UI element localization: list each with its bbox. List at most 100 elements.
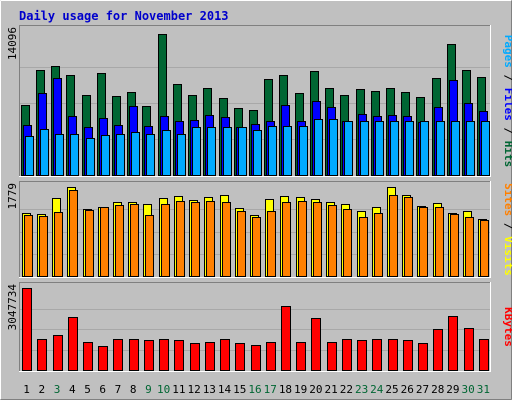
- bar-kbytes-day-20: [311, 318, 321, 371]
- bar-kbytes-day-29: [448, 316, 458, 371]
- panel-visits-series-label: Sites / Visits: [502, 183, 512, 276]
- bar-kbytes-day-17: [266, 342, 276, 371]
- panel-kbytes: 3047734 KBytes: [6, 282, 512, 372]
- day-label-29: 29: [446, 383, 459, 396]
- bar-pages-day-16: [253, 130, 262, 176]
- day-label-2: 2: [39, 383, 46, 396]
- bar-sites-day-12: [191, 202, 200, 277]
- bar-sites-day-29: [450, 214, 459, 277]
- bar-sites-day-16: [252, 217, 261, 277]
- bar-kbytes-day-30: [464, 328, 474, 371]
- panel-visits-series-label-part: Sites: [502, 183, 512, 216]
- day-label-10: 10: [157, 383, 170, 396]
- bar-kbytes-day-14: [220, 339, 230, 371]
- bar-sites-day-2: [39, 216, 48, 277]
- day-label-30: 30: [462, 383, 475, 396]
- panel-visits: 1779 Sites / Visits: [6, 181, 512, 278]
- bar-kbytes-day-10: [159, 339, 169, 371]
- bar-pages-day-29: [451, 121, 460, 176]
- bar-kbytes-day-7: [113, 339, 123, 371]
- panel-usage-series-label: Pages / Files / Hits: [502, 35, 512, 168]
- day-label-12: 12: [187, 383, 200, 396]
- bar-pages-day-1: [25, 136, 34, 176]
- bar-sites-day-27: [419, 207, 428, 277]
- bar-pages-day-27: [420, 121, 429, 176]
- bar-pages-day-18: [283, 126, 292, 176]
- bar-sites-day-5: [85, 210, 94, 277]
- day-label-7: 7: [115, 383, 122, 396]
- panel-usage-series-label-part: /: [502, 68, 512, 88]
- bar-kbytes-day-5: [83, 342, 93, 371]
- bar-pages-day-9: [146, 134, 155, 176]
- bar-sites-day-31: [480, 220, 489, 277]
- bar-kbytes-day-25: [388, 339, 398, 371]
- panel-visits-series-label-part: /: [502, 216, 512, 236]
- day-label-22: 22: [340, 383, 353, 396]
- day-label-3: 3: [54, 383, 61, 396]
- bar-kbytes-day-21: [327, 342, 337, 371]
- bar-pages-day-23: [360, 121, 369, 176]
- bar-kbytes-day-24: [372, 339, 382, 371]
- bar-sites-day-30: [465, 217, 474, 277]
- day-label-25: 25: [385, 383, 398, 396]
- bar-sites-day-14: [222, 202, 231, 277]
- panel-usage-ymax-label: 14096: [6, 27, 19, 60]
- day-labels: 1 2 3 4 5 6 7 8 9 10 11 12 13 14 15 16 17 18 19 20 21 22 23 24 2…: [23, 383, 490, 396]
- bar-pages-day-6: [101, 135, 110, 176]
- bar-sites-day-28: [435, 207, 444, 277]
- bar-kbytes-day-19: [296, 342, 306, 371]
- bar-pages-day-24: [375, 121, 384, 176]
- bar-sites-day-4: [69, 190, 78, 277]
- panel-usage: 14096 Pages / Files / Hits: [6, 25, 512, 177]
- bar-sites-day-17: [267, 211, 276, 277]
- bar-sites-day-8: [130, 204, 139, 277]
- bar-sites-day-3: [54, 212, 63, 277]
- bar-pages-day-26: [405, 121, 414, 176]
- panel-usage-series-label-part: Files: [502, 88, 512, 121]
- day-label-19: 19: [294, 383, 307, 396]
- day-label-23: 23: [355, 383, 368, 396]
- bar-pages-day-17: [268, 126, 277, 176]
- bar-sites-day-11: [176, 201, 185, 277]
- day-label-26: 26: [401, 383, 414, 396]
- day-label-17: 17: [264, 383, 277, 396]
- day-label-28: 28: [431, 383, 444, 396]
- bar-kbytes-day-13: [205, 342, 215, 371]
- bar-kbytes-day-12: [190, 343, 200, 371]
- bar-kbytes-day-6: [98, 346, 108, 371]
- bar-pages-day-11: [177, 134, 186, 176]
- chart-title: Daily usage for November 2013: [19, 9, 229, 23]
- day-label-4: 4: [69, 383, 76, 396]
- day-label-1: 1: [23, 383, 30, 396]
- day-label-5: 5: [84, 383, 91, 396]
- bar-pages-day-5: [86, 138, 95, 176]
- day-label-14: 14: [218, 383, 232, 396]
- day-label-20: 20: [309, 383, 322, 396]
- day-label-21: 21: [325, 383, 338, 396]
- panel-usage-series-label-part: Hits: [502, 141, 512, 168]
- panel-visits-ymax-label: 1779: [6, 183, 19, 210]
- bar-kbytes-day-16: [251, 345, 261, 371]
- bar-pages-day-13: [207, 127, 216, 176]
- bar-sites-day-1: [24, 215, 33, 277]
- day-label-27: 27: [416, 383, 429, 396]
- bar-kbytes-day-8: [129, 339, 139, 371]
- bar-pages-day-12: [192, 127, 201, 176]
- bar-pages-day-25: [390, 121, 399, 176]
- day-label-16: 16: [248, 383, 261, 396]
- bar-kbytes-day-4: [68, 317, 78, 371]
- bar-sites-day-24: [374, 213, 383, 277]
- bar-pages-day-30: [466, 121, 475, 176]
- bar-sites-day-23: [359, 217, 368, 277]
- bar-pages-day-14: [223, 127, 232, 176]
- bar-kbytes-day-11: [174, 340, 184, 371]
- bar-sites-day-9: [145, 215, 154, 277]
- panel-usage-series-label-part: /: [502, 121, 512, 141]
- bar-kbytes-day-27: [418, 343, 428, 371]
- bar-pages-day-19: [299, 126, 308, 176]
- bar-sites-day-6: [100, 207, 109, 277]
- bar-sites-day-13: [206, 201, 215, 277]
- bar-pages-day-7: [116, 134, 125, 176]
- bar-pages-day-4: [70, 134, 79, 176]
